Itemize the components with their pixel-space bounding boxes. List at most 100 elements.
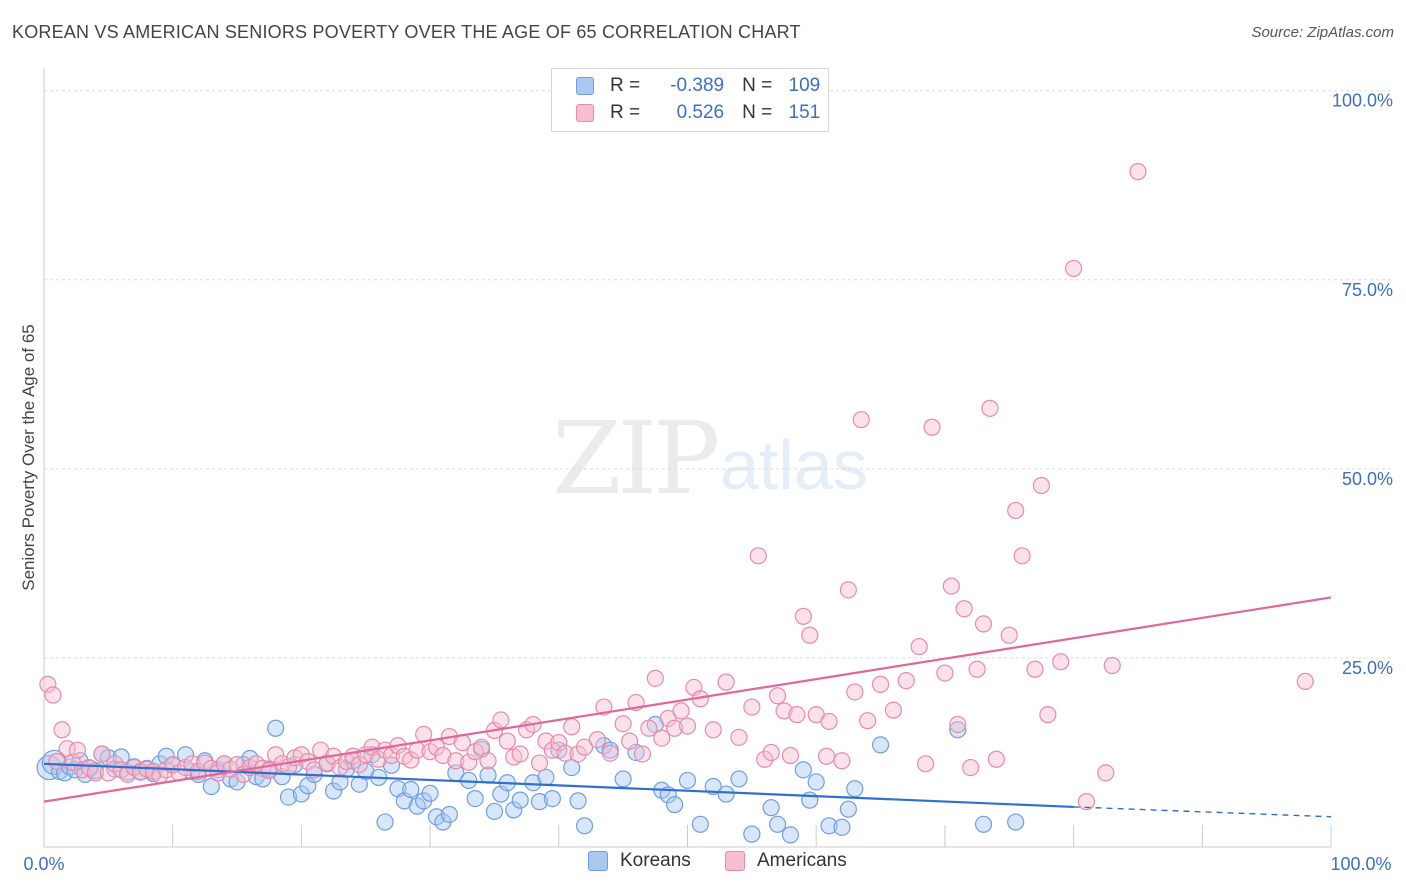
americans-point — [1129, 163, 1147, 181]
koreans-point — [524, 774, 542, 792]
koreans-point — [833, 818, 851, 836]
americans-point — [550, 734, 568, 752]
americans-point — [987, 750, 1005, 768]
x-tick-label: 0.0% — [23, 854, 64, 874]
koreans-point — [717, 785, 735, 803]
koreans-point — [794, 761, 812, 779]
americans-point — [569, 745, 587, 763]
legend-r-label: R = — [610, 75, 641, 96]
americans-point — [897, 672, 915, 690]
koreans-point — [1007, 813, 1025, 831]
americans-point — [267, 746, 285, 764]
y-tick-label: 50.0% — [1342, 469, 1393, 489]
americans-point — [646, 669, 664, 687]
americans-point — [1103, 656, 1121, 675]
koreans-point — [614, 770, 632, 788]
americans-point — [955, 600, 973, 618]
koreans-point — [61, 758, 79, 776]
koreans-point — [949, 721, 967, 739]
americans-point — [678, 717, 697, 735]
americans-point — [434, 746, 452, 765]
watermark-zip: ZIP — [552, 400, 720, 517]
koreans-point — [530, 793, 549, 811]
americans-point — [1052, 653, 1070, 671]
americans-point — [923, 418, 941, 436]
chart-title: KOREAN VS AMERICAN SENIORS POVERTY OVER … — [12, 22, 801, 42]
americans-point — [794, 607, 812, 625]
koreans-label: Koreans — [620, 850, 691, 871]
americans-point — [350, 755, 368, 774]
legend-row-americans: R = 0.526 N = 151 — [576, 100, 820, 126]
x-tick-label: 100.0% — [1330, 854, 1391, 874]
y-tick-label: 75.0% — [1342, 280, 1393, 300]
americans-point — [936, 664, 954, 682]
americans-point — [1007, 501, 1025, 520]
legend-n-label: N = — [742, 75, 773, 96]
americans-point — [820, 712, 838, 731]
americans-point — [942, 577, 960, 595]
americans-point — [730, 728, 748, 746]
koreans-swatch — [588, 851, 608, 871]
y-tick-label: 25.0% — [1342, 658, 1393, 678]
koreans-point — [807, 773, 825, 791]
americans-point — [781, 746, 800, 765]
americans-point — [447, 752, 465, 770]
koreans-point — [466, 789, 484, 808]
americans-point — [93, 745, 111, 763]
americans-point — [498, 732, 516, 750]
koreans-point — [781, 826, 800, 844]
americans-point — [871, 675, 890, 693]
americans-point — [48, 752, 66, 771]
americans-point — [1077, 793, 1096, 811]
americans-point — [859, 712, 877, 730]
americans-point — [884, 701, 903, 719]
americans-point — [704, 721, 722, 739]
series-legend-koreans[interactable]: Koreans — [588, 850, 691, 872]
americans-point — [817, 747, 836, 765]
koreans-point — [421, 784, 439, 802]
americans-point — [743, 698, 761, 716]
koreans-point — [768, 815, 787, 833]
koreans-point — [440, 805, 459, 824]
americans-point — [479, 752, 497, 770]
legend-r-label: R = — [610, 102, 641, 123]
americans-point — [68, 741, 87, 759]
americans-point — [768, 687, 787, 705]
americans-point — [537, 732, 555, 750]
americans-point — [968, 660, 986, 678]
americans-point — [1064, 259, 1083, 278]
americans-point — [402, 751, 420, 769]
koreans-point — [485, 802, 504, 821]
legend-n-value: 109 — [788, 75, 821, 96]
americans-label: Americans — [757, 850, 847, 871]
koreans-point — [678, 771, 697, 790]
koreans-point — [666, 796, 684, 814]
legend-swatch-koreans — [576, 77, 594, 95]
series-legend-americans[interactable]: Americans — [725, 850, 847, 872]
americans-point — [620, 732, 639, 750]
americans-point — [839, 581, 857, 599]
americans-point — [775, 702, 793, 720]
americans-point — [640, 719, 658, 737]
americans-point — [588, 731, 607, 749]
americans-point — [749, 547, 767, 565]
americans-point — [575, 738, 594, 756]
chart-source: Source: ZipAtlas.com — [1251, 24, 1394, 41]
y-axis-label: Seniors Poverty Over the Age of 65 — [19, 324, 38, 590]
americans-point — [370, 750, 388, 768]
americans-trend-line — [43, 596, 1332, 803]
koreans-point — [324, 782, 343, 800]
americans-point — [762, 743, 780, 762]
legend-swatch-americans — [576, 104, 594, 122]
americans-point — [962, 758, 980, 777]
americans-point — [99, 764, 117, 782]
legend-n-value: 151 — [788, 102, 821, 123]
legend-r-value: 0.526 — [676, 102, 725, 123]
koreans-point — [974, 815, 993, 833]
americans-point — [556, 744, 574, 762]
americans-point — [1000, 626, 1018, 644]
americans-point — [666, 719, 684, 737]
americans-point — [563, 718, 581, 736]
americans-point — [511, 745, 529, 763]
